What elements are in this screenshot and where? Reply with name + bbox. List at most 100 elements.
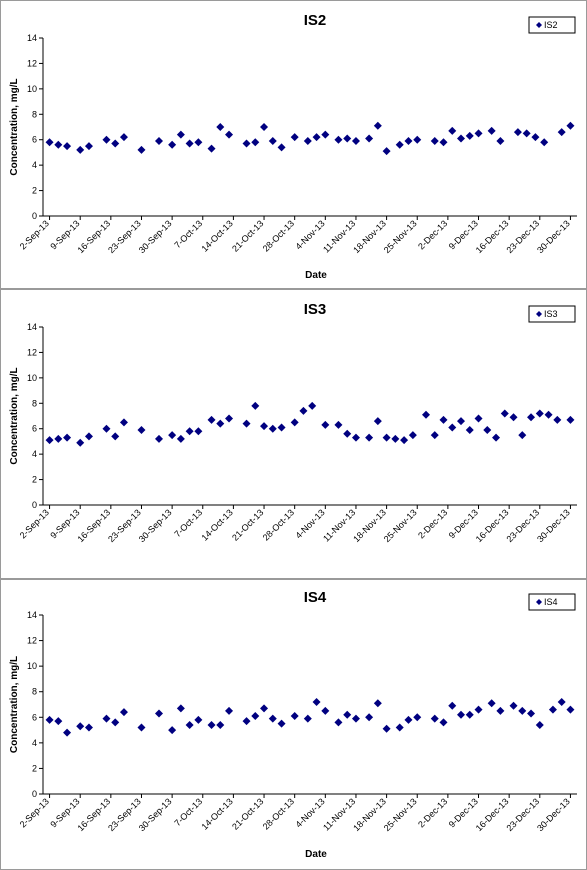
chart-panel-is4: IS4 0 2 4 6 8 10 12 14 2-Sep-13 9-Sep-13 16-Sep-13 2… [0, 579, 587, 870]
data-point [343, 134, 352, 143]
data-point [84, 142, 93, 151]
data-point [268, 424, 277, 433]
data-point [500, 409, 509, 418]
data-point [483, 425, 492, 434]
data-point [496, 706, 505, 715]
legend-marker [536, 599, 542, 605]
data-point [277, 423, 286, 432]
y-tick-label: 0 [32, 500, 37, 510]
data-point [225, 414, 234, 423]
data-point [251, 401, 260, 410]
data-point [277, 719, 286, 728]
data-point [154, 136, 163, 145]
legend: IS2 [528, 16, 576, 34]
data-point [308, 401, 317, 410]
data-point [465, 131, 474, 140]
y-tick-label: 12 [27, 58, 37, 68]
legend-box [528, 16, 576, 34]
data-point [260, 422, 269, 431]
data-point [290, 712, 299, 721]
y-tick-label: 14 [27, 610, 37, 620]
data-point [373, 121, 382, 130]
data-point [465, 425, 474, 434]
chart-svg: IS4024681012142-Sep-139-Sep-1316-Sep-132… [9, 589, 577, 860]
data-point [457, 710, 466, 719]
data-point [312, 697, 321, 706]
data-point [290, 133, 299, 142]
data-point [154, 709, 163, 718]
x-tick-label: 14-Oct-13 [199, 507, 234, 542]
y-axis-label: Concentration, mg/L [9, 656, 20, 753]
legend-box [528, 593, 576, 611]
data-point [535, 409, 544, 418]
x-tick-label: 30-Dec-13 [535, 507, 572, 544]
x-tick-label: 21-Oct-13 [230, 218, 265, 253]
data-point [63, 433, 72, 442]
y-tick-label: 4 [32, 449, 37, 459]
legend-marker [536, 22, 542, 28]
data-point [531, 133, 540, 142]
data-point [465, 710, 474, 719]
data-point [137, 723, 146, 732]
data-point [76, 722, 85, 731]
data-point [102, 135, 111, 144]
data-point [216, 720, 225, 729]
data-point [277, 143, 286, 152]
data-point [194, 427, 203, 436]
data-point [457, 417, 466, 426]
data-point [137, 145, 146, 154]
data-point [251, 712, 260, 721]
data-point [194, 715, 203, 724]
data-point [76, 438, 85, 447]
chart-panel-is2: IS2 0 2 4 6 8 10 12 14 2-Sep-13 9-Sep-13 16-Sep-13 2… [0, 0, 587, 289]
data-point [351, 714, 360, 723]
data-point [474, 129, 483, 138]
data-point [45, 436, 54, 445]
data-point [518, 706, 527, 715]
chart-svg: IS2024681012142-Sep-139-Sep-1316-Sep-132… [9, 12, 577, 281]
data-point [540, 138, 549, 147]
data-point [321, 706, 330, 715]
data-point [268, 714, 277, 723]
data-point [334, 135, 343, 144]
data-point [102, 714, 111, 723]
y-tick-label: 2 [32, 763, 37, 773]
x-axis-label: Date [305, 849, 327, 860]
y-tick-label: 14 [27, 322, 37, 332]
x-tick-label: 21-Oct-13 [230, 796, 265, 831]
data-point [176, 130, 185, 139]
data-point [404, 136, 413, 145]
data-point [260, 704, 269, 713]
data-point [154, 434, 163, 443]
data-point [382, 433, 391, 442]
y-tick-label: 6 [32, 135, 37, 145]
data-point [448, 126, 457, 135]
data-point [382, 724, 391, 733]
x-axis-label: Date [305, 270, 327, 281]
data-point [111, 718, 120, 727]
data-point [111, 139, 120, 148]
x-tick-label: 14-Oct-13 [199, 218, 234, 253]
x-tick-label: 2-Dec-13 [416, 507, 449, 540]
data-point [509, 413, 518, 422]
y-tick-label: 0 [32, 211, 37, 221]
data-point [557, 128, 566, 137]
data-point [260, 123, 269, 131]
x-tick-label: 30-Sep-13 [137, 796, 174, 833]
data-point [544, 410, 553, 419]
data-point [430, 136, 439, 145]
data-point [404, 715, 413, 724]
data-point [566, 121, 575, 130]
y-tick-label: 10 [27, 661, 37, 671]
x-tick-label: 2-Dec-13 [416, 796, 449, 829]
y-axis-label: Concentration, mg/L [9, 367, 20, 464]
data-point [76, 145, 85, 154]
chart-svg: IS3024681012142-Sep-139-Sep-1316-Sep-132… [9, 301, 577, 544]
data-point [395, 140, 404, 149]
data-point [566, 415, 575, 424]
data-point [185, 427, 194, 436]
data-point [391, 434, 400, 443]
data-point [553, 415, 562, 424]
x-tick-label: 30-Sep-13 [137, 507, 174, 544]
x-tick-label: 2-Sep-13 [18, 507, 51, 540]
